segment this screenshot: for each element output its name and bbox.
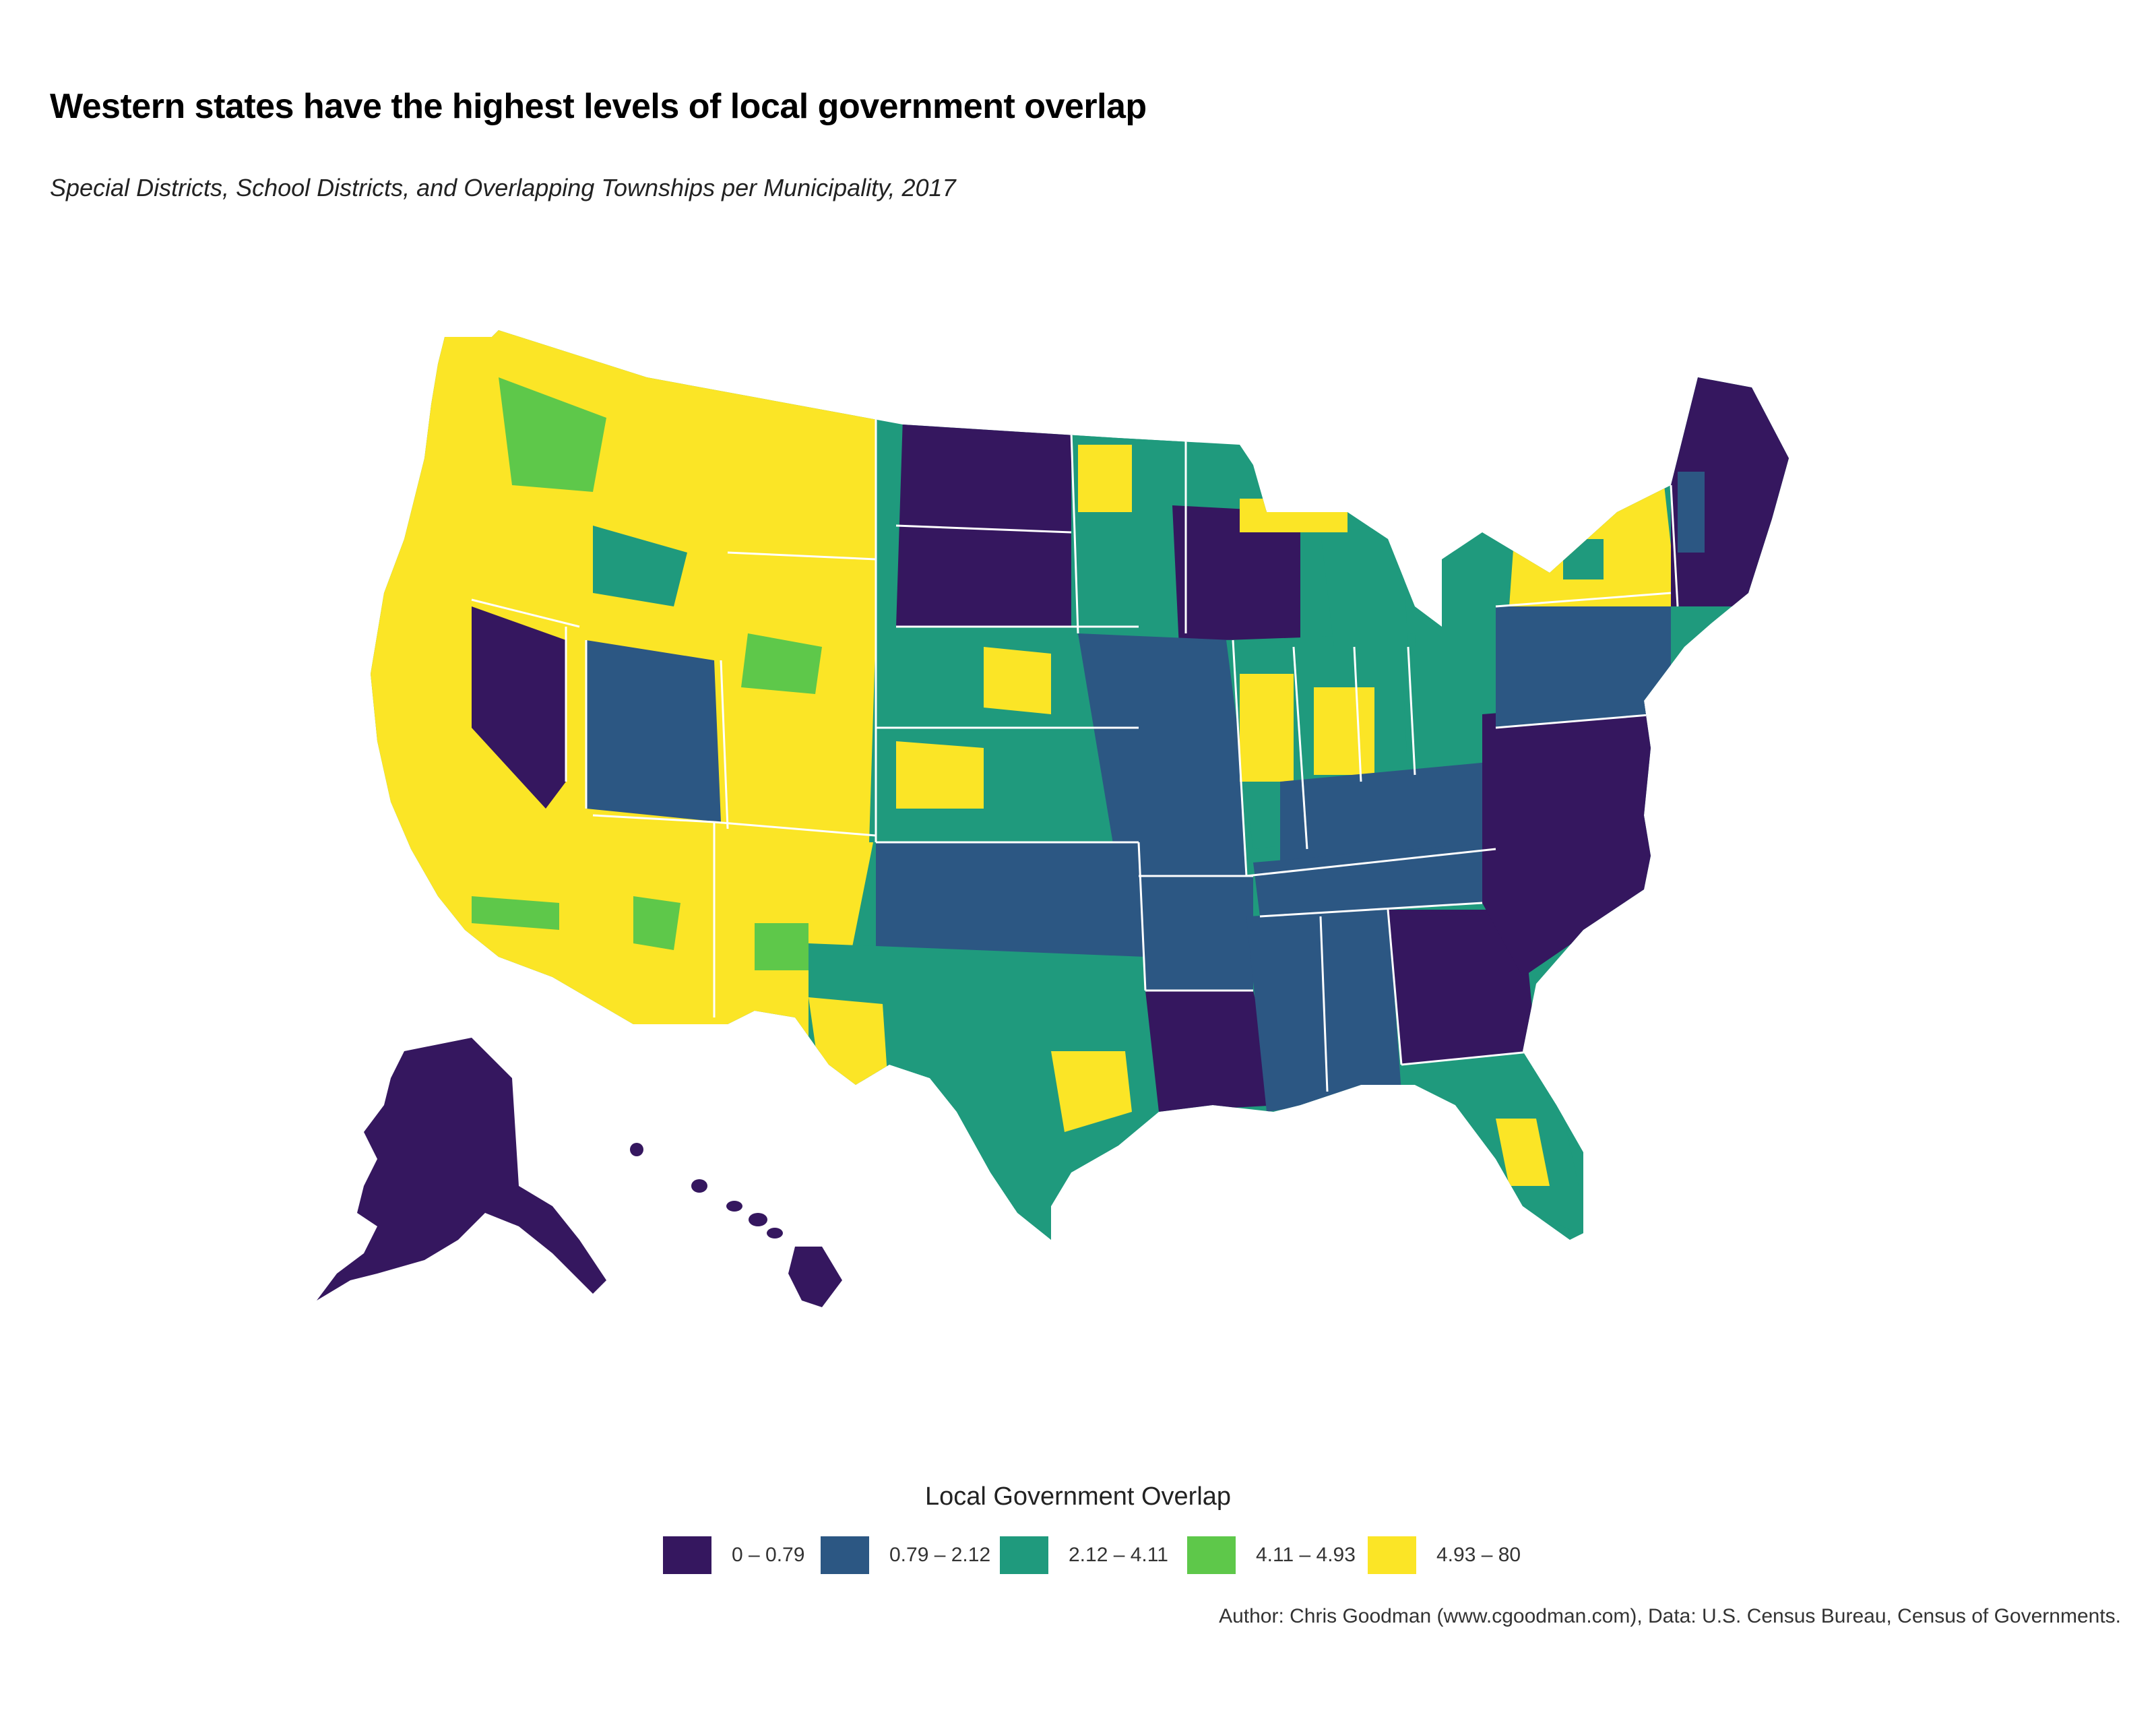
region-florida <box>1401 1051 1590 1240</box>
legend-label-2: 2.12 – 4.11 <box>1069 1544 1168 1566</box>
legend-swatch-4 <box>1368 1536 1416 1574</box>
patch-wy-green <box>741 633 822 694</box>
region-michigan <box>1321 526 1408 647</box>
patch-illinois-yellow <box>1240 674 1294 782</box>
contiguous-us-map <box>371 330 1789 1240</box>
patch-nh-blue <box>1678 472 1705 553</box>
region-oklahoma <box>876 842 1145 970</box>
alaska <box>317 1038 606 1300</box>
region-virginia-carolinas <box>1482 701 1651 977</box>
region-wisconsin <box>1172 505 1300 647</box>
patch-nw-green <box>499 377 606 492</box>
region-arkansas <box>1139 876 1253 991</box>
patch-idaho-teal <box>593 526 687 606</box>
region-utah <box>586 640 721 822</box>
legend-item-1: 0.79 – 2.12 <box>821 1536 990 1574</box>
patch-kansas-yellow <box>896 741 984 809</box>
legend-label-4: 4.93 – 80 <box>1436 1544 1521 1566</box>
legend-item-3: 4.11 – 4.93 <box>1187 1536 1356 1574</box>
legend-swatch-0 <box>663 1536 711 1574</box>
region-ohio <box>1401 647 1502 782</box>
region-louisiana <box>1145 991 1280 1112</box>
legend: Local Government Overlap 0 – 0.79 0.79 –… <box>0 1482 2156 1577</box>
patch-az-green <box>633 896 680 950</box>
page-title: Western states have the highest levels o… <box>50 87 1147 126</box>
legend-item-0: 0 – 0.79 <box>663 1536 804 1574</box>
region-iowa-missouri <box>1078 633 1246 876</box>
patch-east-tx-yellow <box>1051 1051 1132 1132</box>
legend-label-3: 4.11 – 4.93 <box>1256 1544 1356 1566</box>
region-texas <box>808 943 1159 1240</box>
page-subtitle: Special Districts, School Districts, and… <box>50 174 956 201</box>
patch-michigan-yellow <box>1240 499 1348 532</box>
legend-label-0: 0 – 0.79 <box>732 1544 805 1566</box>
state-borders <box>471 418 1679 1092</box>
patch-texas-yellow <box>808 997 889 1105</box>
legend-item-2: 2.12 – 4.11 <box>1000 1536 1168 1574</box>
patch-florida-yellow <box>1496 1119 1550 1186</box>
legend-label-1: 0.79 – 2.12 <box>889 1544 991 1566</box>
hawaii <box>630 1143 842 1307</box>
legend-item-4: 4.93 – 80 <box>1368 1536 1521 1574</box>
patch-minnesota-yellow <box>1078 445 1132 512</box>
region-tennessee <box>1253 842 1496 916</box>
caption: Author: Chris Goodman (www.cgoodman.com)… <box>1219 1605 2121 1627</box>
patch-nebraska-yellow <box>984 647 1051 714</box>
patch-ca-green <box>472 896 559 930</box>
patch-ny-teal <box>1563 539 1604 579</box>
region-nevada <box>472 606 566 809</box>
patch-indiana-yellow <box>1314 687 1374 775</box>
region-pennsylvania <box>1496 593 1671 728</box>
region-georgia <box>1388 910 1536 1065</box>
legend-title: Local Government Overlap <box>924 1482 1232 1511</box>
patch-nm-green <box>755 923 808 970</box>
legend-swatch-3 <box>1187 1536 1236 1574</box>
region-dakotas <box>896 418 1071 627</box>
legend-swatch-1 <box>821 1536 869 1574</box>
legend-swatch-2 <box>1000 1536 1048 1574</box>
patch-colorado-yellow <box>741 714 869 822</box>
region-kentucky <box>1280 761 1509 862</box>
